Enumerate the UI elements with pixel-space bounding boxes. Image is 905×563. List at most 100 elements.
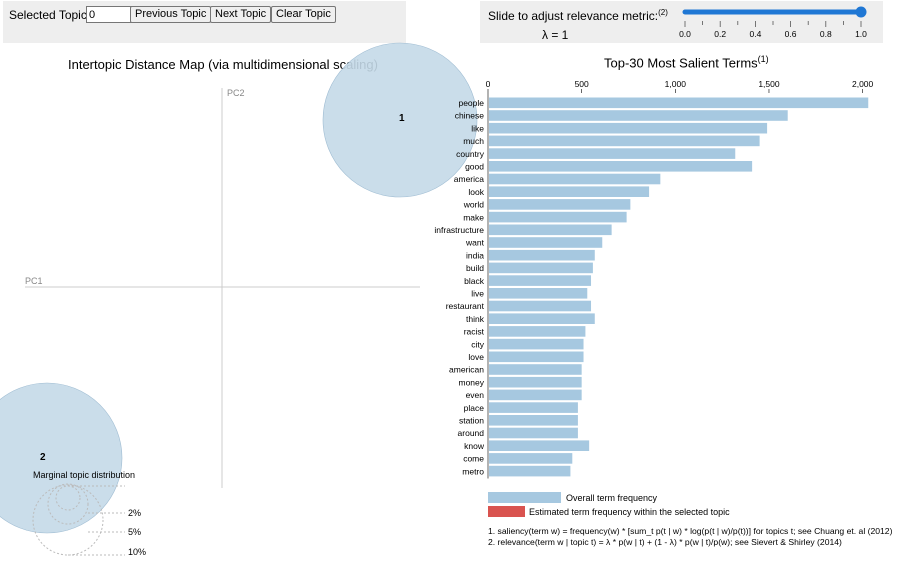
marginal-label-2pct: 2% — [128, 508, 141, 518]
marginal-topic-title: Marginal topic distribution — [33, 470, 135, 480]
term-label-good[interactable]: good — [465, 162, 484, 172]
term-label-look[interactable]: look — [468, 187, 484, 197]
bar-place[interactable] — [489, 402, 578, 413]
bar-legend: Overall term frequency Estimated term fr… — [488, 492, 730, 517]
bar-racist[interactable] — [489, 326, 586, 337]
bar-good[interactable] — [489, 161, 753, 172]
term-label-racist[interactable]: racist — [464, 327, 485, 337]
bar-metro[interactable] — [489, 465, 571, 477]
previous-topic-button[interactable]: Previous Topic — [130, 6, 212, 23]
salient-terms-footnote-marker: (1) — [757, 54, 769, 64]
legend-estimated-swatch — [488, 506, 525, 517]
slider-tick-label: 0.8 — [820, 29, 832, 39]
term-label-make[interactable]: make — [463, 212, 484, 222]
bar-build[interactable] — [489, 262, 593, 274]
bar-american[interactable] — [489, 364, 582, 375]
term-label-know[interactable]: know — [464, 441, 485, 451]
term-label-world[interactable]: world — [463, 200, 485, 210]
bar-think[interactable] — [489, 313, 595, 324]
term-label-like[interactable]: like — [471, 123, 484, 133]
bar-infrastructure[interactable] — [489, 224, 612, 236]
slider-tick-label: 0.6 — [785, 29, 797, 39]
bar-america[interactable] — [489, 173, 661, 185]
term-label-live[interactable]: live — [471, 289, 484, 299]
salient-terms-title: Top-30 Most Salient Terms(1) — [604, 54, 769, 70]
bar-around[interactable] — [489, 427, 578, 439]
bar-love[interactable] — [489, 351, 584, 363]
x-tick-label: 0 — [486, 79, 491, 89]
bar-come[interactable] — [489, 453, 573, 464]
topic-circle-2[interactable] — [0, 382, 123, 534]
relevance-slider-label-text: Slide to adjust relevance metric: — [488, 9, 659, 23]
bar-look[interactable] — [489, 186, 650, 197]
term-label-chinese[interactable]: chinese — [455, 111, 485, 121]
bar-chinese[interactable] — [489, 110, 788, 121]
term-label-america[interactable]: america — [454, 174, 485, 184]
legend-estimated-label: Estimated term frequency within the sele… — [529, 507, 730, 517]
bar-city[interactable] — [489, 338, 584, 350]
bar-black[interactable] — [489, 275, 592, 286]
relevance-slider-label: Slide to adjust relevance metric:(2) — [488, 8, 668, 23]
term-label-think[interactable]: think — [466, 314, 485, 324]
bar-station[interactable] — [489, 415, 578, 426]
term-label-love[interactable]: love — [468, 352, 484, 362]
slider-handle[interactable] — [855, 6, 867, 18]
term-label-india[interactable]: india — [466, 250, 484, 260]
bar-money[interactable] — [489, 376, 582, 388]
term-label-money[interactable]: money — [458, 377, 484, 387]
intertopic-map: PC2 PC1 1 2 Marginal topic distribution … — [0, 42, 478, 557]
selected-topic-input[interactable] — [86, 6, 132, 23]
pc2-axis-label: PC2 — [227, 88, 245, 98]
term-label-restaurant[interactable]: restaurant — [446, 301, 485, 311]
term-label-station[interactable]: station — [459, 416, 484, 426]
bar-india[interactable] — [489, 249, 595, 261]
term-label-much[interactable]: much — [463, 136, 484, 146]
bar-like[interactable] — [489, 122, 768, 134]
term-label-metro[interactable]: metro — [462, 466, 484, 476]
relevance-slider[interactable]: 0.0 0.2 0.4 0.6 0.8 1.0 — [675, 1, 895, 43]
marginal-circle-10pct — [32, 484, 104, 556]
x-tick-label: 500 — [575, 79, 589, 89]
term-label-black[interactable]: black — [464, 276, 485, 286]
marginal-circle-2pct — [55, 485, 81, 511]
legend-overall-swatch — [488, 492, 561, 503]
term-label-around[interactable]: around — [458, 428, 485, 438]
slider-tick-label: 0.4 — [749, 29, 761, 39]
clear-topic-button[interactable]: Clear Topic — [271, 6, 336, 23]
relevance-panel: Slide to adjust relevance metric:(2) λ =… — [480, 1, 883, 43]
bar-restaurant[interactable] — [489, 300, 592, 312]
marginal-label-10pct: 10% — [128, 547, 146, 557]
topic-label-2: 2 — [40, 452, 46, 463]
term-label-want[interactable]: want — [465, 238, 485, 248]
term-label-country[interactable]: country — [456, 149, 485, 159]
term-label-american[interactable]: american — [449, 365, 484, 375]
bar-much[interactable] — [489, 135, 760, 147]
bar-people[interactable] — [489, 97, 869, 109]
lambda-value-label: λ = 1 — [542, 28, 569, 42]
term-label-city[interactable]: city — [471, 339, 485, 349]
marginal-circle-5pct — [47, 483, 89, 525]
bar-country[interactable] — [489, 148, 736, 159]
bar-world[interactable] — [489, 199, 631, 210]
bar-know[interactable] — [489, 440, 590, 451]
term-label-infrastructure[interactable]: infrastructure — [434, 225, 484, 235]
bar-want[interactable] — [489, 237, 603, 248]
bar-even[interactable] — [489, 389, 582, 401]
bar-live[interactable] — [489, 288, 588, 299]
salient-terms-title-text: Top-30 Most Salient Terms — [604, 55, 758, 71]
term-label-even[interactable]: even — [466, 390, 485, 400]
term-label-place[interactable]: place — [464, 403, 485, 413]
term-label-come[interactable]: come — [463, 454, 484, 464]
slider-tick-label: 1.0 — [855, 29, 867, 39]
next-topic-button[interactable]: Next Topic — [210, 6, 272, 23]
term-label-build[interactable]: build — [466, 263, 484, 273]
marginal-label-5pct: 5% — [128, 527, 141, 537]
legend-overall-label: Overall term frequency — [566, 493, 658, 503]
x-tick-label: 1,000 — [665, 79, 687, 89]
bar-make[interactable] — [489, 211, 627, 223]
term-label-people[interactable]: people — [458, 98, 484, 108]
pc1-axis-label: PC1 — [25, 276, 43, 286]
slider-tick-label: 0.2 — [714, 29, 726, 39]
x-tick-label: 2,000 — [852, 79, 874, 89]
